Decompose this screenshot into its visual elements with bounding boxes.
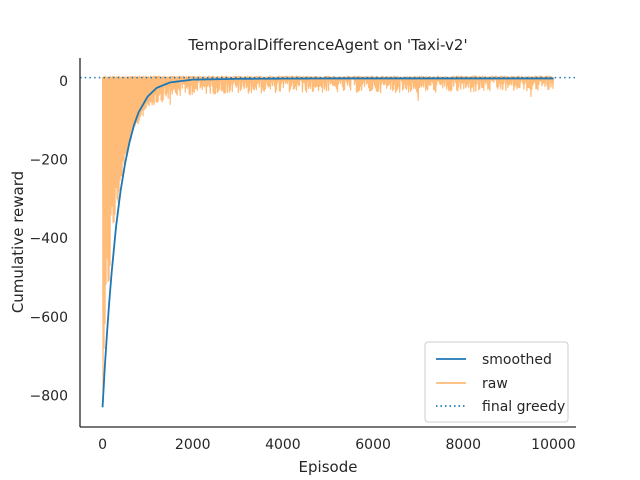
x-tick-label: 4000 bbox=[265, 437, 301, 453]
y-tick-label: −600 bbox=[30, 310, 68, 326]
tick-labels: 0 2000 4000 6000 8000 10000 0 −200 −400 −600 −800 bbox=[30, 74, 576, 453]
smoothed-series-layer bbox=[80, 76, 576, 408]
x-tick-label: 8000 bbox=[445, 437, 481, 453]
chart-title: TemporalDifferenceAgent on 'Taxi-v2' bbox=[187, 36, 467, 54]
x-tick-label: 10000 bbox=[531, 437, 576, 453]
x-tick-label: 2000 bbox=[175, 437, 211, 453]
axes bbox=[79, 58, 576, 428]
raw-series-line bbox=[101, 75, 555, 396]
x-tick-label: 6000 bbox=[355, 437, 391, 453]
x-axis-label: Episode bbox=[299, 458, 358, 476]
legend-label-smoothed: smoothed bbox=[482, 352, 552, 368]
x-tick-label: 0 bbox=[98, 437, 107, 453]
y-axis-label: Cumulative reward bbox=[9, 171, 27, 313]
y-tick-label: −800 bbox=[30, 389, 68, 405]
legend: smoothed raw final greedy bbox=[424, 341, 569, 423]
legend-label-final-greedy: final greedy bbox=[482, 399, 565, 415]
legend-box bbox=[424, 341, 569, 423]
y-tick-label: 0 bbox=[59, 74, 68, 90]
y-tick-label: −200 bbox=[30, 152, 68, 168]
raw-series-layer bbox=[101, 75, 555, 396]
smoothed-series-line bbox=[101, 77, 554, 408]
legend-label-raw: raw bbox=[482, 376, 508, 392]
y-tick-label: −400 bbox=[30, 231, 68, 247]
